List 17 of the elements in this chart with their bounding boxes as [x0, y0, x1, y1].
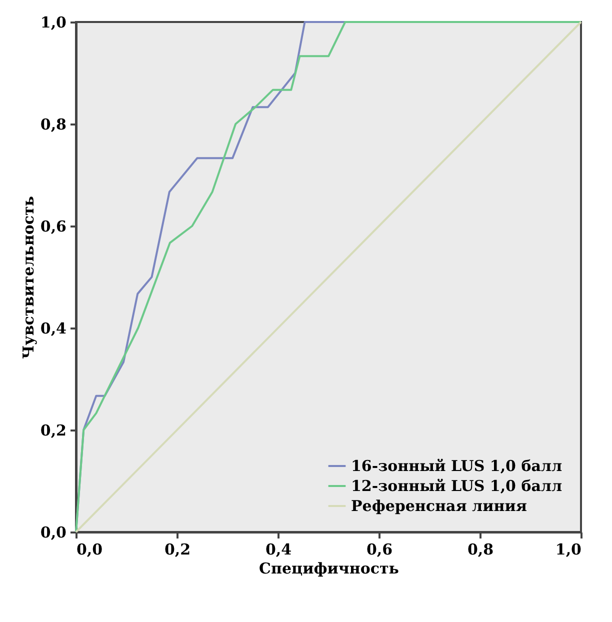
legend-label: 16-зонный LUS 1,0 балл [351, 457, 562, 475]
y-tick-label: 0,4 [40, 320, 66, 338]
y-tick-label: 0,6 [40, 218, 66, 236]
y-tick-label: 0,8 [40, 116, 66, 134]
x-tick-label: 0,0 [76, 540, 103, 558]
x-tick-label: 0,8 [467, 540, 494, 558]
x-tick-label: 0,2 [164, 540, 191, 558]
y-tick-label: 0,2 [40, 422, 66, 440]
y-axis-title: Чувствительность [19, 196, 38, 359]
y-tick-label: 0,0 [40, 524, 66, 542]
x-tick-label: 0,4 [265, 540, 292, 558]
legend-label: Референсная линия [351, 497, 527, 515]
legend-label: 12-зонный LUS 1,0 балл [351, 477, 562, 495]
x-axis-title: Специфичность [259, 560, 399, 578]
y-tick-label: 1,0 [40, 14, 66, 32]
x-tick-label: 1,0 [555, 540, 582, 558]
x-tick-label: 0,6 [366, 540, 393, 558]
